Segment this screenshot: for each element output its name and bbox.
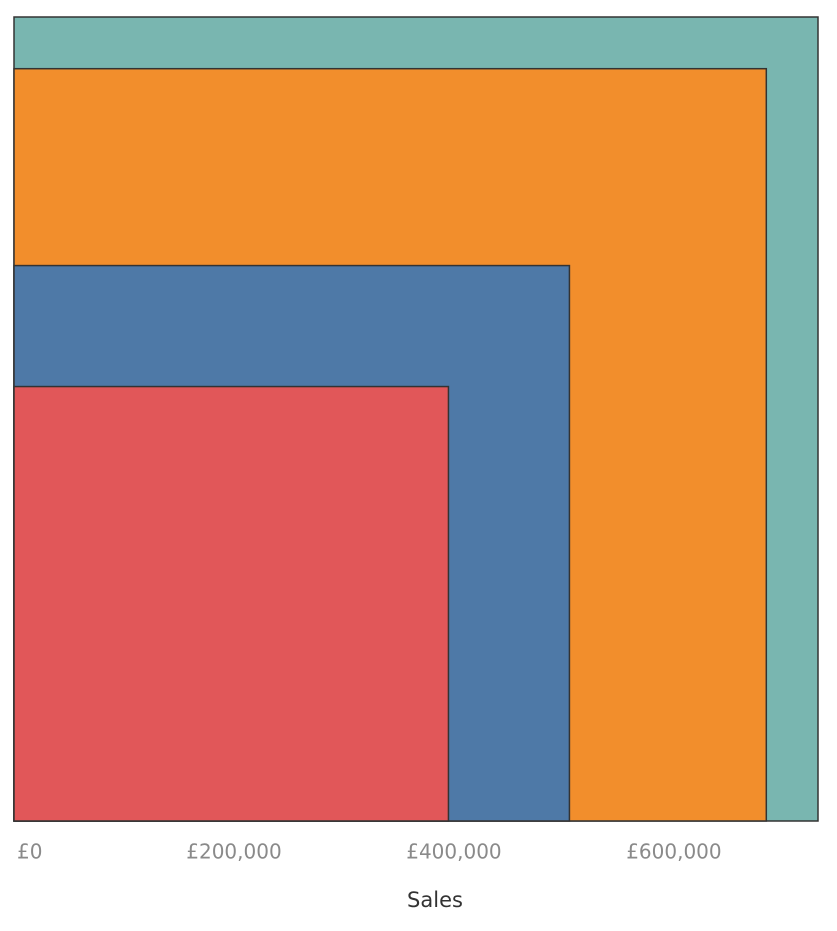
x-tick-label: £400,000 <box>406 840 501 864</box>
x-tick-label: £0 <box>17 840 42 864</box>
x-tick-label: £600,000 <box>626 840 721 864</box>
square <box>13 385 450 822</box>
x-tick-label: £200,000 <box>186 840 281 864</box>
x-axis-title: Sales <box>407 888 463 912</box>
